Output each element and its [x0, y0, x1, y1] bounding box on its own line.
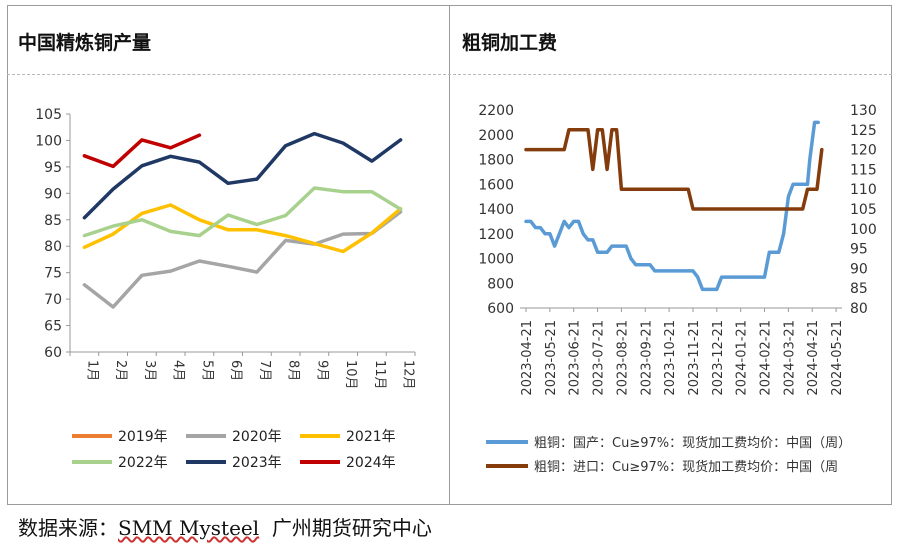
y-tick-label: 105 — [35, 107, 62, 123]
x-tick-label: 2023-10-21 — [663, 320, 678, 396]
chart-title-processing-fee: 粗铜加工费 — [462, 32, 558, 54]
right-y-tick-label: 130 — [850, 103, 877, 119]
x-tick-label: 9月 — [314, 360, 329, 381]
left-y-tick-label: 1800 — [478, 153, 514, 169]
y-tick-label: 80 — [44, 239, 62, 255]
x-tick-label: 3月 — [142, 360, 157, 381]
y-tick-label: 85 — [44, 213, 62, 229]
x-tick-label: 5月 — [199, 360, 214, 381]
chart-title-production: 中国精炼铜产量 — [18, 32, 152, 54]
right-y-tick-label: 95 — [850, 242, 868, 258]
y-tick-label: 95 — [44, 160, 62, 176]
left-y-tick-label: 1400 — [478, 202, 514, 218]
right-y-tick-label: 80 — [850, 301, 868, 317]
series-line-2022年 — [82, 186, 403, 238]
right-y-tick-label: 100 — [850, 222, 877, 238]
y-tick-label: 60 — [44, 345, 62, 361]
x-tick-label: 1月 — [84, 360, 99, 381]
legend-label: 2024年 — [346, 455, 396, 471]
legend-label: 2020年 — [232, 429, 282, 445]
left-y-tick-label: 2000 — [478, 128, 514, 144]
legend-label: 2019年 — [118, 429, 168, 445]
legend-label: 2023年 — [232, 455, 282, 471]
y-tick-label: 65 — [44, 319, 62, 335]
x-tick-label: 2024-05-21 — [830, 320, 845, 396]
data-source: 数据来源：SMM Mysteel 广州期货研究中心 — [18, 512, 432, 541]
series-line-left — [524, 120, 820, 292]
series-line-2023年 — [82, 131, 403, 220]
series-line-2021年 — [82, 203, 403, 254]
x-tick-label: 11月 — [372, 360, 387, 390]
source-prefix: 数据来源： — [18, 516, 118, 540]
y-tick-label: 75 — [44, 266, 62, 282]
x-tick-label: 2月 — [113, 360, 128, 381]
left-y-tick-label: 1000 — [478, 252, 514, 268]
production-line-chart: 60 65 70 75 80 85 90 95 100 105 1月 2月 3月 4月 5月 6月 7月 8月 9月… — [35, 107, 416, 471]
x-tick-label: 8月 — [286, 360, 301, 381]
legend-label: 粗铜：进口：Cu≥97%：现货加工费均价：中国（周 — [534, 459, 838, 475]
title-divider — [7, 74, 892, 75]
x-tick-label: 2023-12-21 — [711, 320, 726, 396]
x-tick-label: 4月 — [171, 360, 186, 381]
y-tick-label: 70 — [44, 292, 62, 308]
x-tick-label: 2023-09-21 — [639, 320, 654, 396]
x-tick-label: 10月 — [343, 360, 358, 390]
right-y-tick-label: 85 — [850, 281, 868, 297]
x-tick-label: 6月 — [228, 360, 243, 381]
x-tick-label: 2023-08-21 — [615, 320, 630, 396]
x-tick-label: 2023-06-21 — [568, 320, 583, 396]
x-tick-label: 2024-04-21 — [806, 320, 821, 396]
y-tick-label: 90 — [44, 186, 62, 202]
left-y-tick-label: 1200 — [478, 227, 514, 243]
x-tick-label: 2024-02-21 — [759, 320, 774, 396]
right-y-tick-label: 125 — [850, 123, 877, 139]
series-line-2020年 — [82, 210, 403, 309]
source-suffix: 广州期货研究中心 — [271, 516, 432, 540]
left-y-tick-label: 2200 — [478, 103, 514, 119]
series-line-right — [524, 128, 824, 211]
x-tick-label: 2023-07-21 — [592, 320, 607, 396]
processing-fee-line-chart: 600 800 1000 1200 1400 1600 1800 2000 2200 80 85 90… — [478, 103, 877, 475]
left-y-tick-label: 600 — [487, 301, 514, 317]
left-y-tick-label: 800 — [487, 276, 514, 292]
x-tick-label: 7月 — [257, 360, 272, 381]
legend-label: 粗铜：国产：Cu≥97%：现货加工费均价：中国（周） — [534, 435, 851, 451]
x-tick-label: 2023-04-21 — [520, 320, 535, 396]
x-tick-label: 12月 — [401, 360, 416, 390]
panel-divider — [449, 5, 450, 505]
right-y-tick-label: 120 — [850, 143, 877, 159]
x-tick-label: 2024-03-21 — [782, 320, 797, 396]
x-tick-label: 2024-01-21 — [735, 320, 750, 396]
x-tick-label: 2023-05-21 — [544, 320, 559, 396]
series-line-2024年 — [82, 133, 202, 169]
right-y-tick-label: 115 — [850, 162, 877, 178]
y-tick-label: 100 — [35, 133, 62, 149]
legend-label: 2021年 — [346, 429, 396, 445]
right-y-tick-label: 90 — [850, 261, 868, 277]
right-y-tick-label: 105 — [850, 202, 877, 218]
right-y-tick-label: 110 — [850, 182, 877, 198]
legend-label: 2022年 — [118, 455, 168, 471]
x-tick-label: 2023-11-21 — [687, 320, 702, 396]
left-y-tick-label: 1600 — [478, 177, 514, 193]
source-brand: SMM Mysteel — [118, 516, 260, 540]
